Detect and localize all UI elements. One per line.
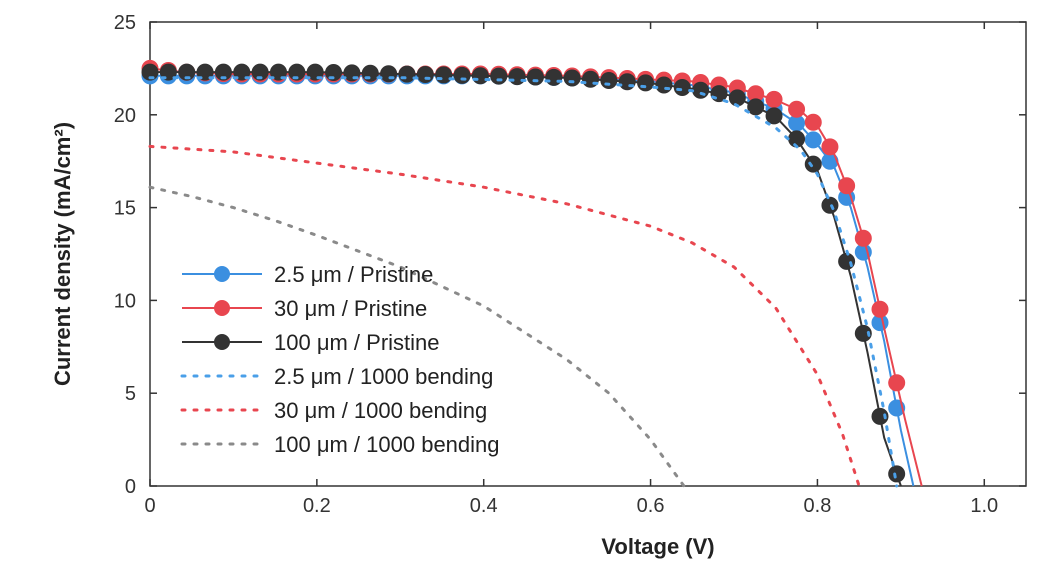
- series-marker-2: [380, 65, 398, 83]
- y-tick-label: 15: [114, 198, 136, 220]
- series-marker-2: [747, 98, 765, 116]
- y-tick-label: 0: [125, 476, 136, 498]
- series-marker-2: [508, 68, 526, 86]
- series-marker-1: [821, 138, 839, 156]
- series-marker-1: [871, 300, 889, 318]
- series-marker-2: [637, 74, 655, 92]
- series-marker-2: [765, 107, 783, 125]
- series-marker-0: [804, 131, 822, 149]
- series-marker-1: [838, 177, 856, 195]
- series-marker-1: [765, 90, 783, 108]
- legend-label-1: 30 μm / Pristine: [274, 296, 427, 321]
- x-tick-label: 0.6: [637, 495, 665, 517]
- series-line-4: [148, 144, 861, 488]
- series-marker-2: [453, 66, 471, 84]
- x-tick-label: 0.4: [470, 495, 498, 517]
- legend-label-3: 2.5 μm / 1000 bending: [274, 364, 493, 389]
- legend-marker-2: [214, 334, 230, 350]
- x-tick-label: 1.0: [970, 495, 998, 517]
- series-marker-2: [821, 196, 839, 214]
- series-marker-2: [871, 407, 889, 425]
- legend-label-2: 100 μm / Pristine: [274, 330, 440, 355]
- x-axis-title: Voltage (V): [601, 534, 714, 559]
- x-tick-label: 0.2: [303, 495, 331, 517]
- legend-label-4: 30 μm / 1000 bending: [274, 398, 487, 423]
- series-marker-2: [888, 465, 906, 483]
- series-marker-2: [269, 63, 287, 81]
- series-marker-2: [655, 76, 673, 94]
- series-marker-2: [490, 67, 508, 85]
- series-marker-1: [888, 374, 906, 392]
- series-marker-2: [563, 69, 581, 87]
- series-marker-1: [804, 113, 822, 131]
- series-marker-2: [545, 68, 563, 86]
- series-marker-2: [288, 63, 306, 81]
- series-marker-2: [710, 85, 728, 103]
- series-marker-2: [214, 63, 232, 81]
- series-marker-2: [398, 65, 416, 83]
- series-marker-2: [435, 66, 453, 84]
- series-line-5: [148, 185, 686, 488]
- series-marker-2: [673, 78, 691, 96]
- series-marker-2: [159, 63, 177, 81]
- series-marker-2: [196, 63, 214, 81]
- series-marker-2: [233, 63, 251, 81]
- series-marker-2: [600, 71, 618, 89]
- series-marker-2: [838, 252, 856, 270]
- series-marker-2: [804, 155, 822, 173]
- series-marker-2: [361, 64, 379, 82]
- y-tick-label: 20: [114, 105, 136, 127]
- series-line-3: [148, 76, 899, 488]
- series-marker-1: [854, 229, 872, 247]
- y-tick-label: 25: [114, 12, 136, 34]
- series-marker-2: [692, 81, 710, 99]
- series-marker-2: [141, 63, 159, 81]
- series-marker-2: [178, 63, 196, 81]
- y-tick-label: 10: [114, 290, 136, 312]
- legend-label-0: 2.5 μm / Pristine: [274, 262, 433, 287]
- series-marker-2: [416, 66, 434, 84]
- series-marker-2: [526, 68, 544, 86]
- plot-frame: [149, 21, 1027, 487]
- series-marker-2: [471, 67, 489, 85]
- y-tick-label: 5: [125, 383, 136, 405]
- legend-marker-1: [214, 300, 230, 316]
- y-axis-title: Current density (mA/cm²): [50, 122, 75, 386]
- series-marker-2: [251, 63, 269, 81]
- series-marker-1: [788, 100, 806, 118]
- legend-marker-0: [214, 266, 230, 282]
- plot-area: 0 0.2 0.4 0.6 0.8 1.0 0 5 10 15 20 25 2.5 μm / Prist…: [114, 12, 1027, 517]
- x-tick-label: 0: [144, 495, 155, 517]
- x-tick-label: 0.8: [804, 495, 832, 517]
- series-marker-2: [306, 63, 324, 81]
- series-marker-2: [854, 324, 872, 342]
- legend-label-5: 100 μm / 1000 bending: [274, 432, 500, 457]
- series-line-2: [150, 71, 902, 487]
- series-marker-2: [728, 89, 746, 107]
